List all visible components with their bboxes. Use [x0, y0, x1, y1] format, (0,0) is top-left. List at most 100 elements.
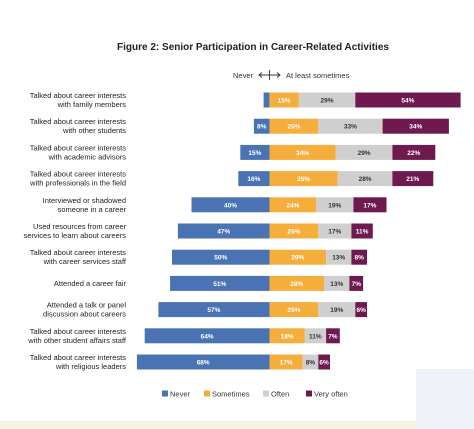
bar-very-often [355, 302, 367, 318]
bar-often [318, 302, 356, 318]
category-label: Attended a talk or panel [47, 301, 127, 310]
bar-often [318, 118, 383, 134]
data-label: 68% [197, 360, 210, 367]
bar-never [253, 118, 270, 134]
bar-sometimes [269, 275, 325, 291]
legend-label-never: Never [170, 390, 191, 399]
bar-very-often [353, 197, 387, 213]
bar-never [240, 144, 270, 160]
scale-key: Never At least sometimes [233, 70, 350, 80]
data-label: 34% [296, 150, 309, 157]
bar-never [177, 223, 270, 239]
category-label: with religious leaders [55, 362, 126, 371]
chart-legend: Never Sometimes Often Very often [162, 390, 348, 399]
bar-sometimes [269, 92, 299, 108]
chart-row: Attended a career fair 51% 28% 13% 7% [54, 275, 364, 291]
category-label: Used resources from career [33, 222, 126, 231]
data-label: 6% [356, 307, 366, 314]
data-label: 33% [344, 124, 357, 131]
data-label: 17% [280, 360, 293, 367]
data-label: 29% [320, 98, 333, 105]
legend-swatch-often [263, 390, 269, 397]
data-label: 19% [330, 307, 343, 314]
category-label: Talked about career interests [30, 327, 127, 336]
category-label: discussion about careers [43, 310, 126, 319]
data-label: 50% [214, 255, 227, 262]
data-label: 34% [409, 124, 422, 131]
bar-often [335, 144, 393, 160]
bar-often [304, 328, 326, 344]
data-label: 57% [207, 307, 220, 314]
bar-very-often [351, 223, 373, 239]
category-label: Talked about career interests [30, 248, 127, 257]
category-label: with academic advisors [47, 152, 126, 161]
data-label: 7% [328, 333, 338, 340]
bar-never [144, 328, 270, 344]
bar-never [191, 197, 270, 213]
bar-often [326, 249, 352, 265]
chart-rows: Talked about career interests with family… [23, 91, 461, 371]
bar-very-often [392, 144, 436, 160]
bar-sometimes [269, 328, 305, 344]
data-label: 29% [358, 150, 371, 157]
legend-swatch-very-often [306, 390, 312, 397]
corner-decoration [416, 369, 474, 429]
data-label: 64% [201, 333, 214, 340]
bar-never [172, 249, 270, 265]
data-label: 25% [287, 229, 300, 236]
data-label: 40% [224, 202, 237, 209]
bar-very-often [351, 249, 367, 265]
data-label: 28% [290, 281, 303, 288]
bar-often [324, 275, 350, 291]
category-label: someone in a career [58, 205, 127, 214]
bar-very-often [326, 328, 340, 344]
category-label: services to learn about careers [23, 231, 126, 240]
bar-sometimes [269, 118, 319, 134]
data-label: 7% [352, 281, 362, 288]
bar-very-often [318, 354, 330, 370]
bar-never [136, 354, 270, 370]
category-label: Attended a career fair [54, 279, 127, 288]
legend-swatch-never [162, 390, 168, 397]
bar-sometimes [269, 144, 336, 160]
data-label: 18% [281, 333, 294, 340]
bar-very-often [382, 118, 449, 134]
chart-title: Figure 2: Senior Participation in Career… [117, 42, 389, 53]
data-label: 22% [407, 150, 420, 157]
data-label: 25% [287, 307, 300, 314]
bar-often [316, 197, 354, 213]
data-label: 8% [257, 124, 267, 131]
bar-very-often [349, 275, 364, 291]
category-label: with career services staff [43, 257, 127, 266]
category-label: with professionals in the field [29, 179, 126, 188]
page-bottom-band [0, 421, 474, 429]
data-label: 21% [406, 176, 419, 183]
bar-very-often [355, 92, 461, 108]
bar-never [158, 302, 270, 318]
legend-swatch-sometimes [204, 390, 210, 397]
data-label: 8% [354, 255, 364, 262]
data-label: 13% [330, 281, 343, 288]
category-label: with family members [57, 100, 127, 109]
category-label: with other student affairs staff [27, 336, 127, 345]
scale-label-at-least-sometimes: At least sometimes [286, 71, 350, 80]
bar-often [337, 171, 393, 187]
data-label: 19% [328, 202, 341, 209]
data-label: 28% [359, 176, 372, 183]
bar-sometimes [269, 223, 319, 239]
data-label: 51% [213, 281, 226, 288]
data-label: 35% [297, 176, 310, 183]
bar-never [170, 275, 270, 291]
category-label: Talked about career interests [30, 117, 127, 126]
legend-label-sometimes: Sometimes [212, 390, 250, 399]
bar-often [298, 92, 356, 108]
bar-sometimes [269, 354, 303, 370]
bar-sometimes [269, 302, 319, 318]
